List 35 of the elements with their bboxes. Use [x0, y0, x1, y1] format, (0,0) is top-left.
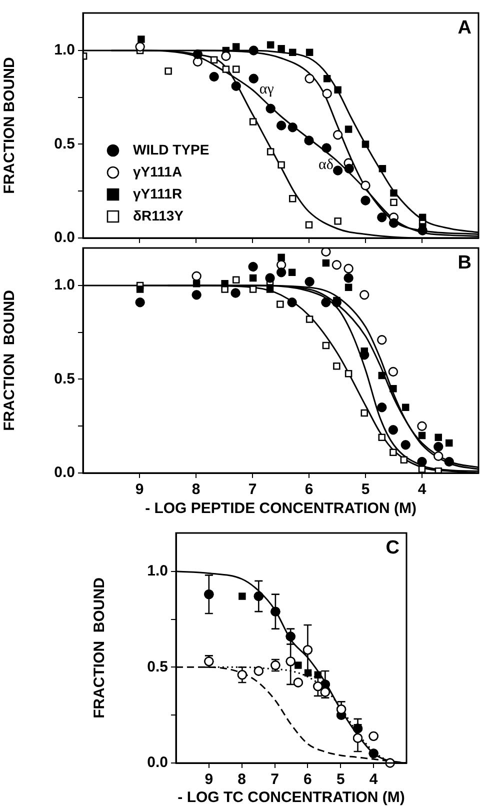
y-tick-label: 1.0: [147, 562, 168, 580]
annotation: A: [458, 18, 472, 39]
y-axis-title: FRACTION BOUND: [1, 290, 18, 431]
legend-label: γY111A: [133, 163, 182, 180]
x-tick-label: 4: [369, 771, 378, 788]
y-tick-label: 1.0: [54, 42, 75, 59]
x-tick-label: 8: [192, 481, 200, 498]
y-tick-label: 0.0: [54, 229, 75, 246]
x-tick-label: 7: [248, 481, 257, 498]
annotation: C: [386, 538, 400, 559]
y-tick-label: 1.0: [54, 276, 75, 294]
x-axis-title: - LOG PEPTIDE CONCENTRATION (M): [145, 500, 416, 518]
annotation: αδ: [318, 157, 334, 174]
x-axis-title: - LOG TC CONCENTRATION (M): [178, 789, 405, 806]
y-tick-label: 0.0: [54, 464, 75, 482]
legend-label: WILD TYPE: [133, 141, 210, 158]
y-tick-label: 0.0: [147, 754, 168, 772]
x-tick-label: 6: [304, 771, 312, 788]
annotation: B: [458, 252, 472, 274]
y-axis-title: FRACTION BOUND: [91, 577, 108, 718]
x-tick-label: 5: [336, 771, 345, 788]
y-tick-label: 0.5: [147, 658, 168, 676]
y-tick-label: 0.5: [54, 135, 75, 152]
y-tick-label: 0.5: [54, 370, 75, 388]
legend-label: δR113Y: [133, 207, 184, 224]
x-tick-label: 8: [238, 771, 246, 788]
x-tick-label: 9: [204, 771, 214, 788]
x-tick-label: 4: [418, 481, 427, 498]
x-tick-label: 9: [135, 481, 144, 498]
annotation: αγ: [259, 81, 274, 98]
x-tick-label: 7: [270, 771, 279, 788]
legend-label: γY111R: [133, 185, 182, 202]
y-axis-title: FRACTION BOUND: [1, 57, 18, 194]
x-tick-label: 6: [304, 481, 314, 498]
x-tick-label: 5: [361, 481, 370, 498]
